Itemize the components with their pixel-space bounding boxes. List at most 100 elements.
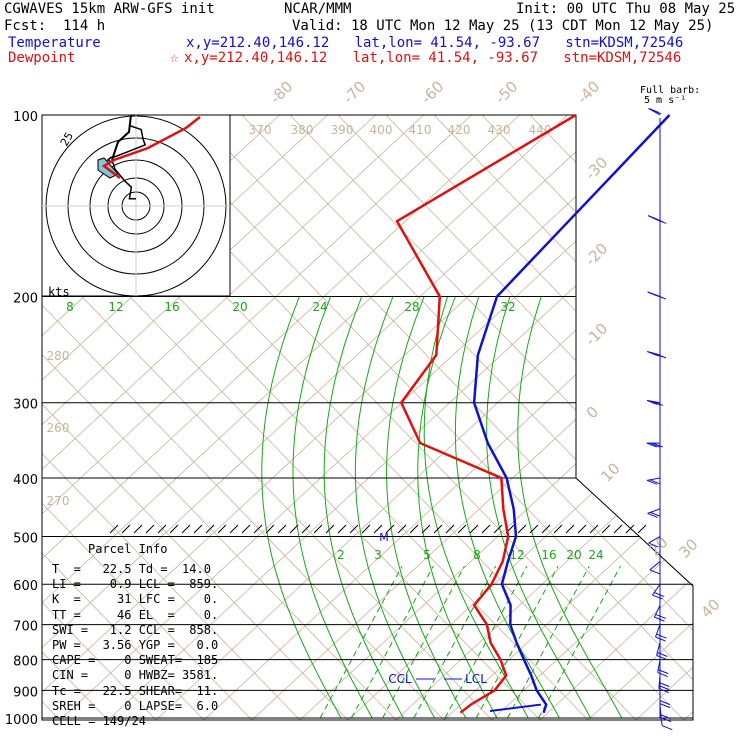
mixing-ratio-label: 12: [509, 548, 524, 562]
mixing-ratio-line: [382, 565, 465, 719]
wind-barb-feather: [656, 218, 667, 224]
mixing-ratio-label: 16: [541, 548, 556, 562]
temperature-tick-label: -60: [417, 77, 447, 107]
dewpoint-profile: [395, 113, 577, 714]
wind-barb-feather: [649, 479, 661, 485]
moist-adiabat-line: [354, 296, 436, 719]
wind-barb-feather: [652, 400, 664, 406]
pressure-tick-label: 700: [13, 620, 38, 635]
dry-adiabat-line: [42, 115, 473, 720]
theta-label: 410: [409, 123, 432, 137]
barb-unit-label: 5 m s⁻¹: [644, 95, 687, 106]
hatch-mark: [517, 524, 527, 534]
wind-barb-feather: [658, 669, 669, 675]
wind-barb-feather: [660, 714, 672, 720]
full-barb-label: Full barb:: [640, 85, 701, 96]
hatch-mark: [613, 524, 623, 534]
init-time: Init: 00 UTC Thu 08 May 25: [516, 1, 736, 17]
pressure-tick-label: 800: [13, 655, 38, 670]
hatch-mark: [361, 524, 371, 534]
parcel-row: Tc = 22.5 SHEAR= 11.: [52, 683, 219, 698]
dry-adiabat-line: [732, 70, 740, 720]
hatch-mark: [157, 524, 167, 534]
dry-adiabat-line: [587, 115, 693, 720]
wind-barb-feather: [659, 703, 671, 709]
hatch-mark: [541, 524, 551, 534]
wind-barb: [649, 561, 661, 571]
hatch-mark: [193, 524, 203, 534]
hatch-mark: [577, 524, 587, 534]
wind-barb: [658, 675, 661, 689]
wind-barb-feather: [646, 442, 657, 448]
hatch-mark: [313, 524, 323, 534]
dry-adiabat-line: [42, 115, 377, 720]
wind-barb-feather: [657, 652, 668, 657]
wind-barb-feather: [656, 654, 667, 660]
moist-adiabat-label: 32: [500, 300, 515, 314]
theta-label: 270: [47, 494, 70, 508]
wind-barb-feather: [656, 633, 667, 639]
theta-label: 430: [488, 123, 511, 137]
hatch-mark: [229, 524, 239, 534]
temperature-tick-label: 0: [583, 403, 602, 422]
dewpoint-marker-icon: ☆: [170, 50, 179, 66]
parcel-row: LI = 0.9 LCL = 859.: [52, 577, 219, 592]
moist-adiabat-line: [386, 296, 467, 719]
hodograph-units: kts: [48, 285, 70, 299]
hatch-mark: [301, 524, 311, 534]
wind-barb-feather: [646, 399, 658, 405]
isotherm-line: [42, 115, 445, 720]
wind-barb-feather: [650, 109, 662, 115]
dry-adiabat-line: [347, 115, 693, 720]
isotherm-line: [303, 115, 693, 720]
wind-barb-feather: [654, 616, 665, 622]
dry-adiabat-line: [42, 115, 665, 720]
parcel-row: K = 31 LFC = 0.: [52, 592, 219, 607]
mixing-ratio-label: 20: [566, 548, 581, 562]
dry-adiabat-line: [491, 115, 693, 720]
pressure-tick-label: 900: [13, 685, 38, 700]
hatch-mark: [337, 524, 347, 534]
moist-adiabat-label: 12: [108, 300, 123, 314]
wind-barb: [656, 642, 661, 656]
pressure-tick-label: 500: [13, 531, 38, 546]
wind-barb-feather: [646, 479, 658, 485]
hatch-mark: [289, 524, 299, 534]
org-label: NCAR/MMM: [284, 1, 352, 17]
hatch-mark: [169, 524, 179, 534]
hatch-mark: [601, 524, 611, 534]
hatch-mark: [469, 524, 479, 534]
moist-adiabat-line: [323, 296, 404, 719]
hodograph-shear-segment: [101, 116, 201, 179]
temperature-tick-label: 40: [697, 595, 723, 621]
hatch-mark: [625, 524, 635, 534]
mixing-ratio-label: 8: [473, 548, 481, 562]
hatch-mark: [349, 524, 359, 534]
mixing-ratio-label: 3: [374, 548, 382, 562]
wind-barb-feather: [655, 636, 666, 642]
moist-adiabat-label: 8: [66, 300, 74, 314]
hatch-mark: [637, 524, 647, 534]
parcel-row: SREH = 0 LAPSE= 6.0: [52, 698, 219, 713]
mixing-ratio-line: [475, 565, 559, 719]
plot-border: [41, 114, 694, 721]
hatch-mark: [529, 524, 539, 534]
wind-barb: [657, 659, 661, 673]
hatch-mark: [565, 524, 575, 534]
isotherm-line: [42, 115, 253, 720]
wind-barb-feather: [659, 682, 670, 688]
moist-adiabat-label: 24: [312, 300, 327, 314]
isotherm-line: [687, 115, 693, 720]
parcel-row: CELL = 149/24: [52, 714, 146, 728]
hatch-mark: [253, 524, 263, 534]
dry-adiabat-line: [42, 115, 569, 720]
hodograph-trace: [106, 125, 147, 200]
hatch-mark: [481, 524, 491, 534]
isotherm-line: [255, 115, 693, 720]
isotherm-line: [399, 115, 693, 720]
wind-barb-feather: [655, 294, 667, 300]
moist-adiabat-label: 28: [404, 300, 419, 314]
dry-adiabat-line: [42, 115, 617, 720]
temperature-tick-label: -20: [581, 239, 611, 269]
